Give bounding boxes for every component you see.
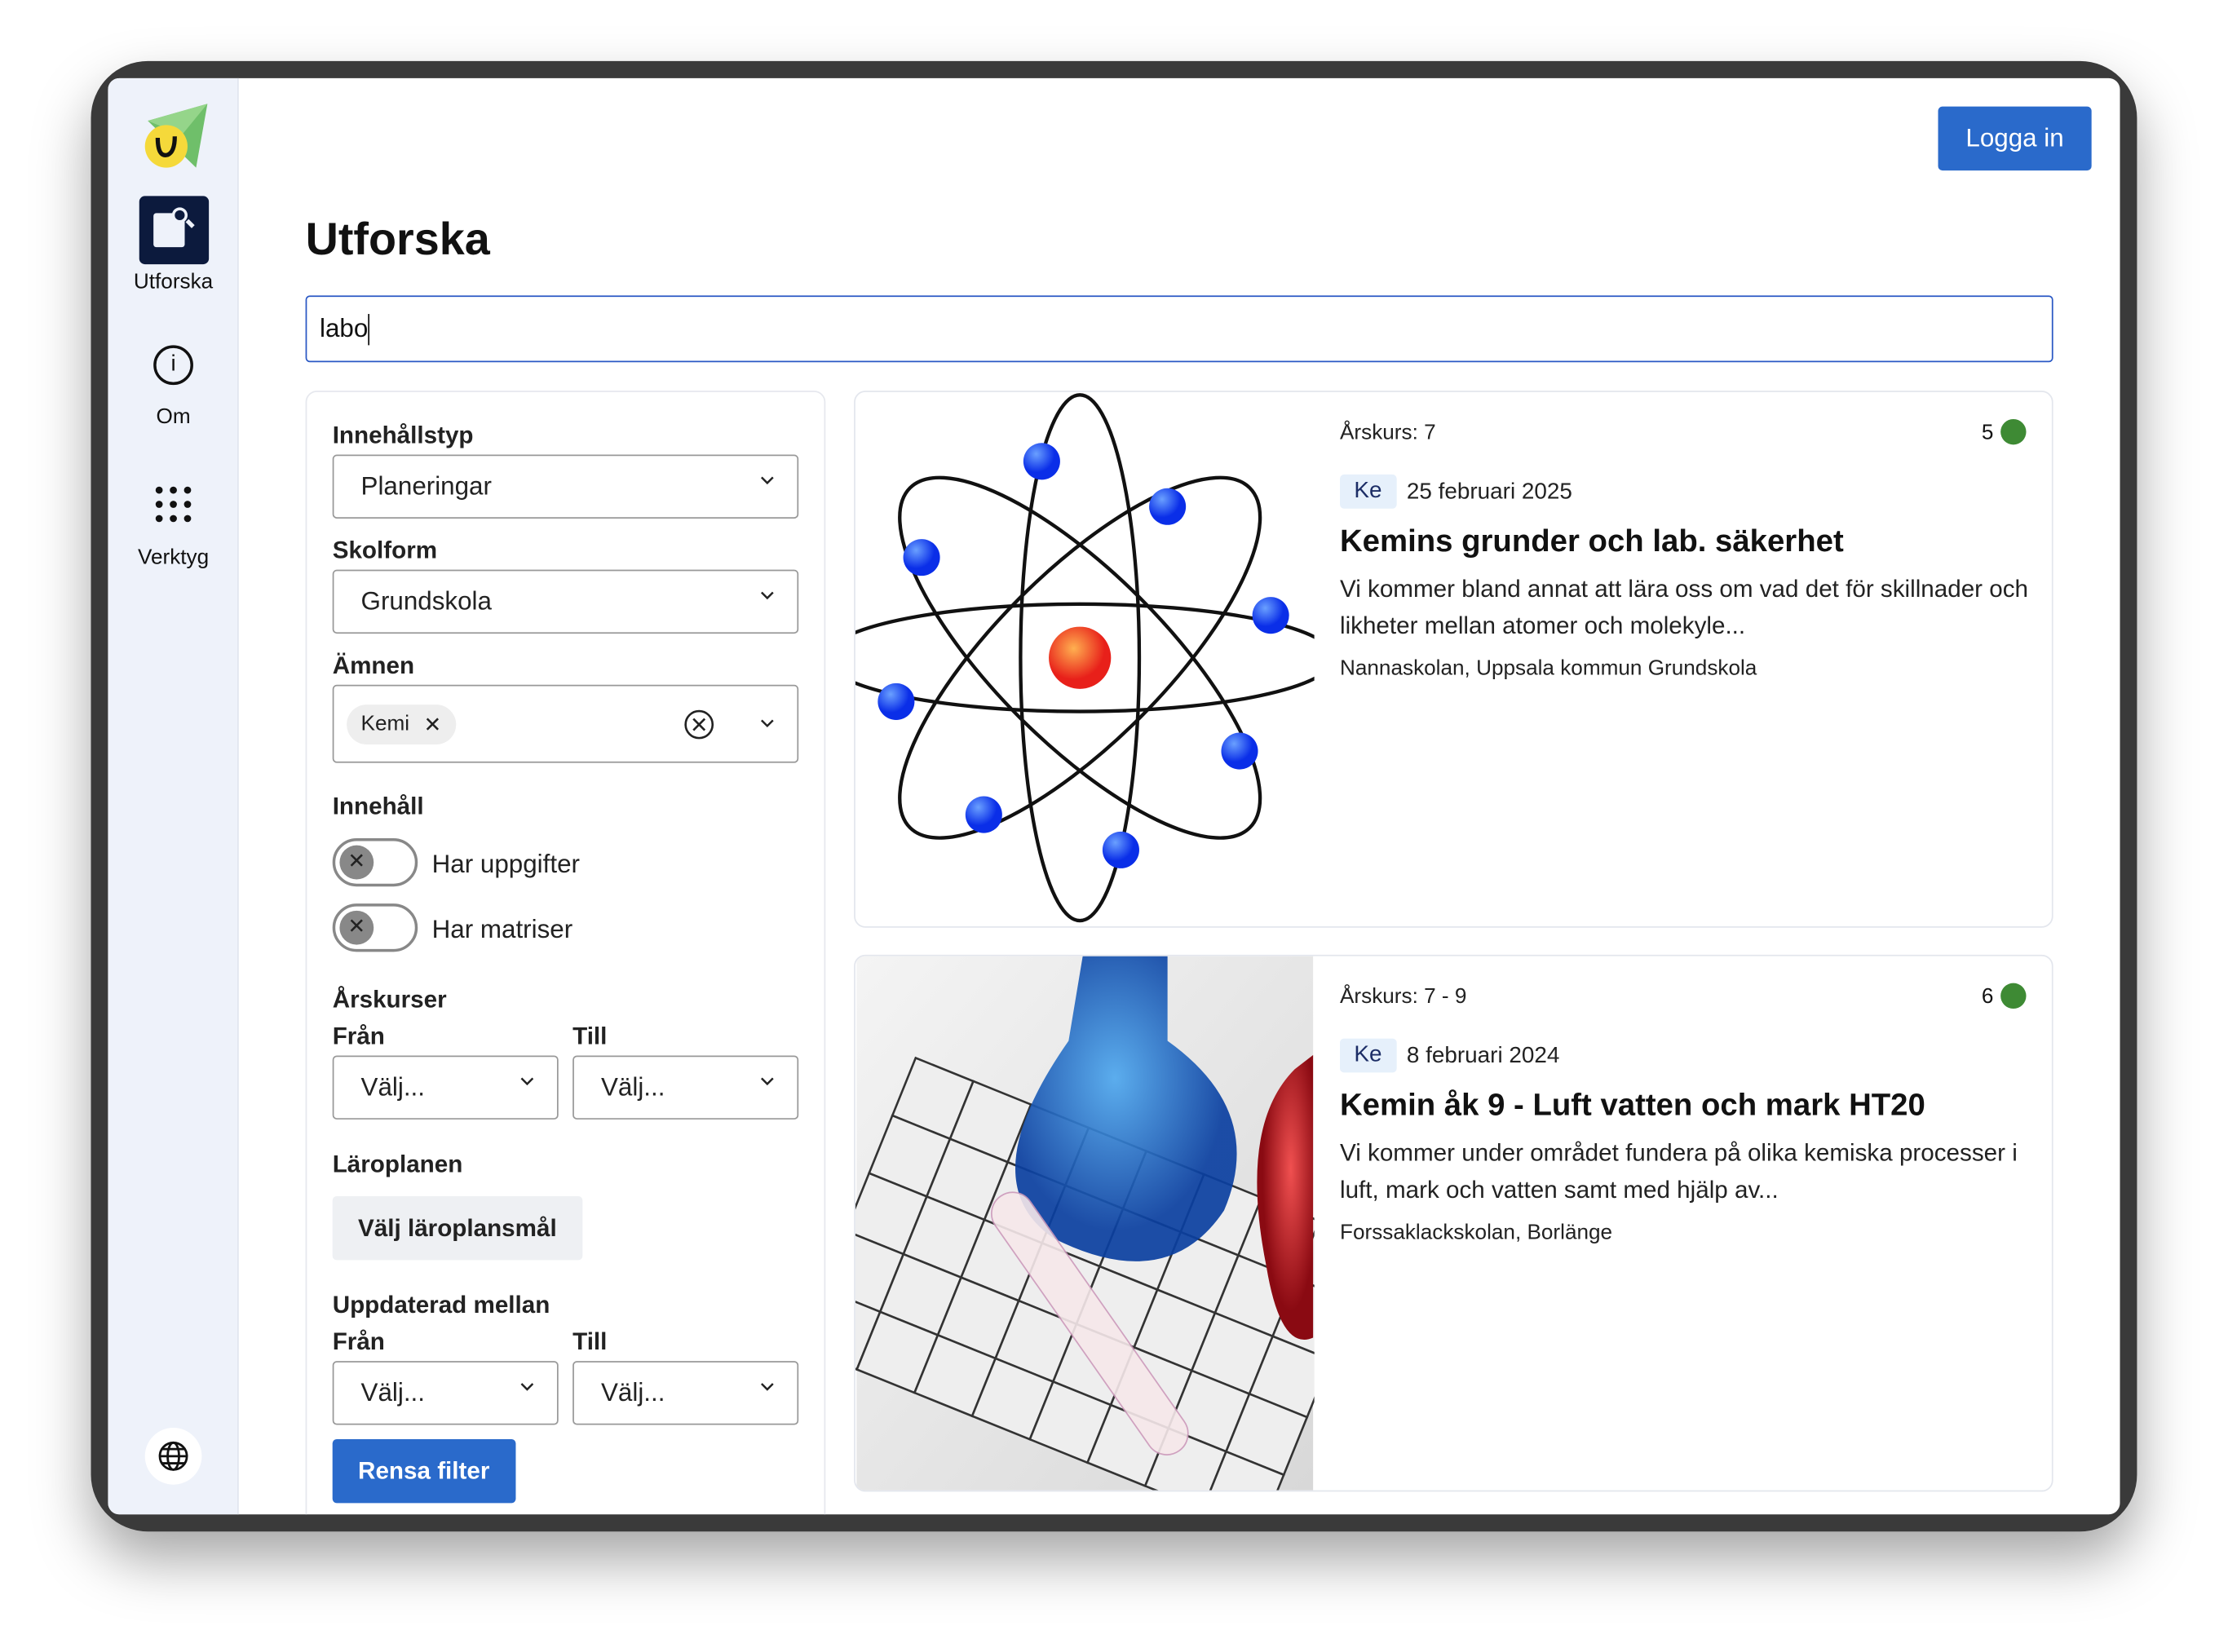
result-card[interactable]: Årskurs: 7 5 Ke 25 februari 2025 Kemins … [854, 391, 2053, 928]
chevron-down-icon [761, 1383, 774, 1391]
has-tasks-toggle[interactable]: ✕ [332, 837, 418, 887]
clear-all-icon[interactable] [683, 709, 714, 740]
school-label: Nannaskolan, Uppsala kommun Grundskola [1339, 656, 1757, 681]
filter-panel: Innehållstyp Planeringar Skolform Grunds… [305, 391, 826, 1515]
date-label: 25 februari 2025 [1406, 479, 1572, 505]
grades-to-label: Till [572, 1023, 608, 1050]
school-label: Forssaklackskolan, Borlänge [1339, 1220, 1613, 1245]
subjects-label: Ämnen [332, 652, 415, 679]
school-form-label: Skolform [332, 537, 438, 564]
status-dot [2000, 418, 2027, 445]
chevron-down-icon [761, 719, 774, 728]
app-window: Utforska i Om Verktyg Logga in Utforska … [108, 77, 2120, 1515]
x-icon: ✕ [339, 845, 374, 880]
language-button[interactable] [144, 1428, 202, 1485]
subject-chip: Kemi ✕ [347, 704, 456, 744]
page-title: Utforska [305, 213, 490, 265]
subject-tag: Ke [1339, 474, 1396, 509]
search-input[interactable]: labo [305, 295, 2053, 363]
clear-filters-button[interactable]: Rensa filter [332, 1438, 515, 1504]
date-label: 8 februari 2024 [1406, 1044, 1560, 1069]
sidebar-item-verktyg[interactable]: Verktyg [108, 486, 238, 570]
app-logo[interactable] [139, 104, 210, 174]
card-description: Vi kommer under området fundera på olika… [1339, 1139, 2018, 1204]
grades-from-select[interactable]: Välj... [332, 1055, 559, 1120]
grades-label: Årskurser [332, 986, 447, 1014]
chevron-down-icon [761, 1077, 774, 1086]
has-rubrics-label: Har matriser [431, 915, 573, 943]
content-type-label: Innehållstyp [332, 422, 474, 449]
updated-to-label: Till [572, 1328, 608, 1356]
content-label: Innehåll [332, 793, 424, 820]
card-title[interactable]: Kemins grunder och lab. säkerhet [1339, 523, 1844, 559]
sidebar-item-om[interactable]: i Om [108, 345, 238, 429]
grades-to-select[interactable]: Välj... [572, 1055, 799, 1120]
info-icon: i [153, 345, 193, 386]
sidebar: Utforska i Om Verktyg [108, 77, 239, 1515]
count-badge: 6 [1982, 983, 2027, 1009]
card-title[interactable]: Kemin åk 9 - Luft vatten och mark HT20 [1339, 1086, 1925, 1123]
sidebar-item-utforska[interactable]: Utforska [108, 196, 238, 294]
has-rubrics-toggle[interactable]: ✕ [332, 903, 418, 952]
has-tasks-label: Har uppgifter [431, 849, 580, 878]
login-button[interactable]: Logga in [1938, 106, 2092, 171]
count-badge: 5 [1982, 418, 2027, 445]
chevron-down-icon [520, 1383, 534, 1391]
school-form-select[interactable]: Grundskola [332, 569, 799, 634]
content-type-select[interactable]: Planeringar [332, 454, 799, 519]
explore-icon [138, 196, 209, 265]
chevron-down-icon [761, 476, 774, 485]
chemistry-flasks-photo [855, 956, 1315, 1491]
chevron-down-icon [520, 1077, 534, 1086]
chevron-down-icon [761, 591, 774, 600]
grade-label: Årskurs: 7 [1339, 420, 1436, 445]
updated-from-select[interactable]: Välj... [332, 1361, 559, 1425]
grade-label: Årskurs: 7 - 9 [1339, 984, 1467, 1009]
subjects-multiselect[interactable]: Kemi ✕ [332, 684, 799, 763]
result-card[interactable]: Årskurs: 7 - 9 6 Ke 8 februari 2024 Kemi… [854, 954, 2053, 1492]
status-dot [2000, 983, 2027, 1009]
grid-dots-icon [155, 486, 192, 523]
text-cursor [368, 313, 370, 345]
remove-chip-icon[interactable]: ✕ [423, 712, 442, 737]
updated-to-select[interactable]: Välj... [572, 1361, 799, 1425]
card-description: Vi kommer bland annat att lära oss om va… [1339, 575, 2029, 640]
globe-icon [158, 1441, 188, 1471]
grades-from-label: Från [332, 1023, 385, 1050]
choose-curriculum-button[interactable]: Välj läroplansmål [332, 1196, 583, 1261]
x-icon: ✕ [339, 910, 374, 945]
subject-tag: Ke [1339, 1038, 1396, 1073]
updated-from-label: Från [332, 1328, 385, 1356]
atom-illustration [855, 393, 1315, 923]
curriculum-label: Läroplanen [332, 1151, 463, 1178]
updated-label: Uppdaterad mellan [332, 1291, 550, 1319]
